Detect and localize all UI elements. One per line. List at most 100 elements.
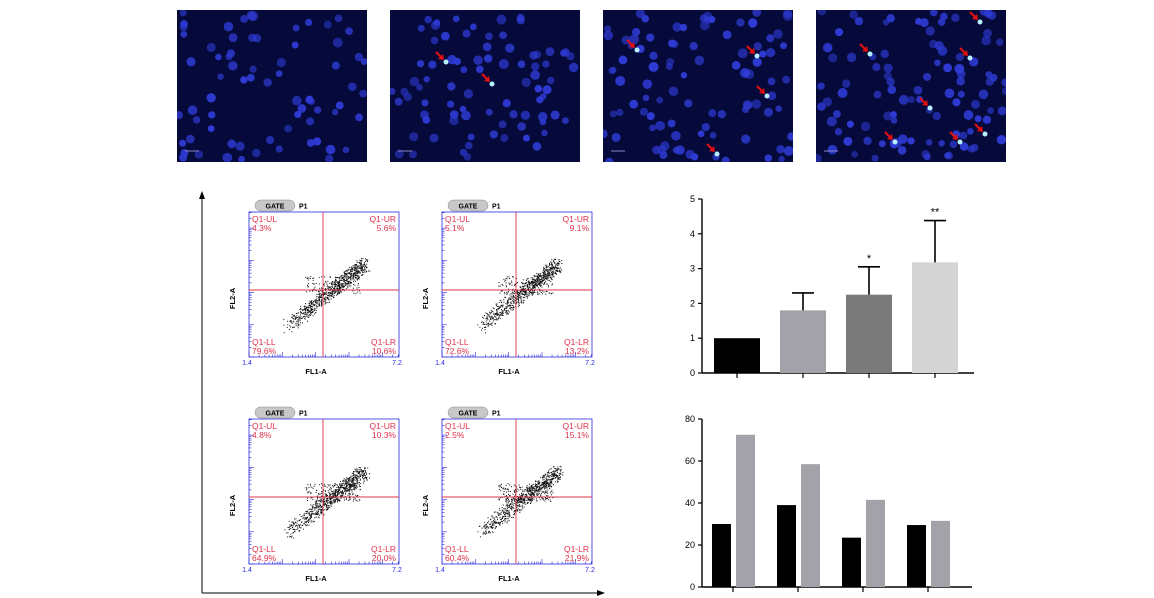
nucleus <box>751 99 762 109</box>
nucleus <box>763 107 773 117</box>
nucleus <box>671 130 681 141</box>
gate-name: P1 <box>492 411 501 418</box>
nucleus <box>721 156 730 162</box>
nucleus <box>979 10 990 16</box>
nucleus <box>731 60 741 70</box>
positive-cell <box>489 81 495 87</box>
ll-value: 79.6% <box>252 346 277 356</box>
red-arrow-icon <box>974 123 983 132</box>
ur-value: 10.3% <box>372 430 397 440</box>
positive-cell <box>892 139 898 145</box>
nucleus <box>532 141 542 151</box>
nucleus <box>516 13 525 22</box>
nucleus <box>652 145 661 155</box>
nucleus <box>179 10 187 17</box>
y-tick-label: 60 <box>685 456 695 466</box>
nucleus <box>949 140 958 149</box>
nucleus <box>499 31 507 40</box>
nucleus <box>775 105 782 112</box>
scatter-events <box>284 467 371 539</box>
nucleus <box>985 71 993 79</box>
nucleus <box>207 125 215 133</box>
red-arrow-icon <box>756 85 765 94</box>
x-axis-label: FL1-A <box>305 574 327 583</box>
nucleus <box>629 99 639 109</box>
nucleus <box>461 110 471 121</box>
nucleus <box>180 20 188 28</box>
red-arrow-icon <box>959 47 968 56</box>
nucleus <box>609 110 617 118</box>
nucleus <box>568 62 579 73</box>
nucleus <box>335 101 344 110</box>
nucleus <box>292 95 302 106</box>
nucleus <box>816 154 822 162</box>
nucleus <box>314 106 322 114</box>
flow-panel-3: GATE P1 1.4 7.2 Q1-UL 4.8% Q1-UR 10.3% Q1-LL 64.9… <box>225 405 405 585</box>
nucleus <box>517 122 526 131</box>
nucleus <box>496 14 507 25</box>
nucleus <box>971 99 980 109</box>
nucleus <box>642 94 650 102</box>
nucleus <box>697 130 705 138</box>
nucleus <box>898 94 909 105</box>
nucleus <box>463 89 474 99</box>
positive-cell <box>927 105 933 111</box>
nucleus <box>955 52 964 62</box>
bar <box>931 520 950 587</box>
y-tick-label: 0 <box>690 368 695 378</box>
axis-tick-label: 1.4 <box>242 360 252 367</box>
bar <box>712 524 731 587</box>
nucleus <box>485 108 493 116</box>
micrograph-svg <box>177 10 367 162</box>
nucleus <box>305 95 314 104</box>
lr-label: Q1-LR <box>371 337 396 347</box>
nucleus <box>667 119 676 128</box>
positive-cell <box>967 55 973 61</box>
nucleus <box>981 35 991 46</box>
nucleus <box>520 110 531 120</box>
nucleus <box>550 110 560 120</box>
nucleus <box>423 76 430 83</box>
nucleus <box>252 34 262 43</box>
axis-tick-label: 7.2 <box>392 567 402 574</box>
nucleus <box>215 53 222 61</box>
nucleus <box>331 108 339 116</box>
nucleus <box>959 142 969 151</box>
nucleus <box>996 134 1006 145</box>
nucleus <box>459 148 468 156</box>
nucleus <box>982 115 992 124</box>
bar <box>777 505 796 587</box>
nucleus <box>817 102 826 111</box>
nucleus <box>672 22 682 32</box>
nucleus <box>545 47 555 57</box>
nucleus <box>684 99 693 108</box>
positive-cell <box>754 53 760 59</box>
nucleus <box>632 27 641 37</box>
nucleus <box>616 108 624 117</box>
ll-label: Q1-LL <box>252 337 276 347</box>
nucleus <box>325 144 336 155</box>
gate-label: GATE <box>459 411 478 418</box>
bar <box>780 310 826 373</box>
nucleus <box>178 153 188 162</box>
flow-panel-1: GATE P1 1.4 7.2 Q1-UL 4.3% Q1-UR 5.6% Q1-LL 79.6%… <box>225 198 405 378</box>
nucleus <box>517 60 526 69</box>
nucleus <box>421 99 429 107</box>
nucleus <box>263 78 272 87</box>
ul-label: Q1-UL <box>445 214 470 224</box>
ll-label: Q1-LL <box>445 337 469 347</box>
nucleus <box>447 82 456 91</box>
nucleus <box>737 48 748 59</box>
nucleus <box>409 132 419 142</box>
nucleus <box>925 26 935 36</box>
nucleus <box>767 77 776 86</box>
nucleus <box>985 77 994 86</box>
significance-marker: * <box>867 253 872 265</box>
ur-value: 9.1% <box>570 223 590 233</box>
nucleus <box>223 21 234 32</box>
nucleus <box>871 154 879 162</box>
gate-name: P1 <box>492 204 501 211</box>
nucleus <box>485 32 493 41</box>
nucleus <box>787 132 793 141</box>
nucleus <box>464 141 473 150</box>
